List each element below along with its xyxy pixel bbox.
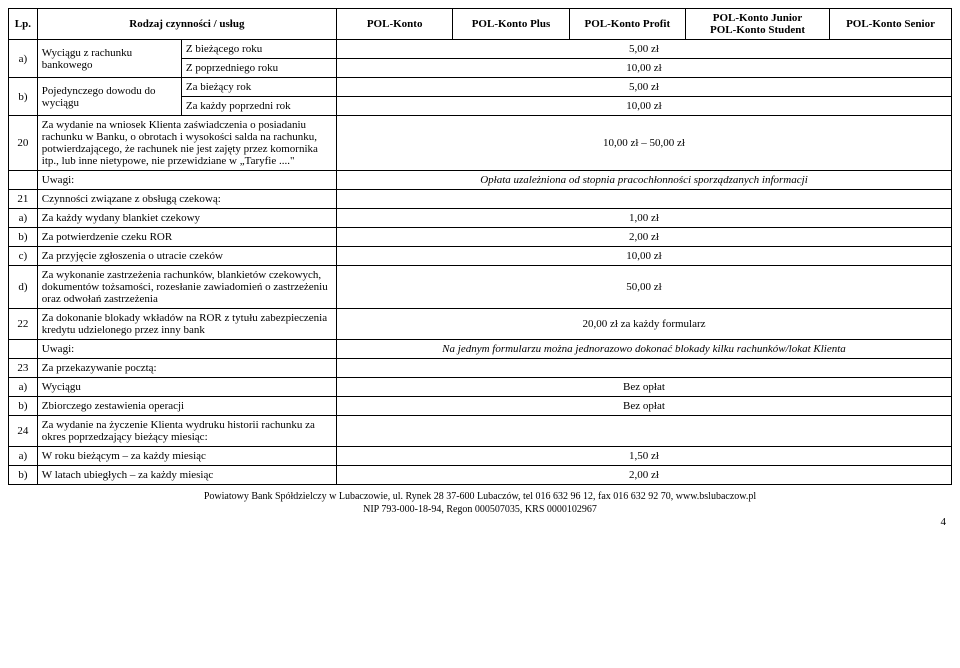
- lp-u2: [9, 340, 38, 359]
- h-k4: POL-Konto Junior POL-Konto Student: [686, 9, 830, 40]
- header-row: Lp. Rodzaj czynności / usług POL-Konto P…: [9, 9, 952, 40]
- footer-line2: NIP 793-000-18-94, Regon 000507035, KRS …: [363, 504, 597, 515]
- row-21d: d) Za wykonanie zastrzeżenia rachunków, …: [9, 266, 952, 309]
- val-u2: Na jednym formularzu można jednorazowo d…: [336, 340, 951, 359]
- sub-b1-1: Za bieżący rok: [181, 78, 336, 97]
- desc-a1: Wyciągu z rachunku bankowego: [37, 40, 181, 78]
- desc-24a: W roku bieżącym – za każdy miesiąc: [37, 447, 336, 466]
- h-k2: POL-Konto Plus: [453, 9, 569, 40]
- h-k5: POL-Konto Senior: [830, 9, 952, 40]
- val-u1: Opłata uzależniona od stopnia pracochłon…: [336, 171, 951, 190]
- footer: Powiatowy Bank Spółdzielczy w Lubaczowie…: [8, 491, 952, 516]
- desc-21d: Za wykonanie zastrzeżenia rachunków, bla…: [37, 266, 336, 309]
- lp-b1: b): [9, 78, 38, 116]
- desc-23: Za przekazywanie pocztą:: [37, 359, 336, 378]
- desc-21c: Za przyjęcie zgłoszenia o utracie czeków: [37, 247, 336, 266]
- row-21a: a) Za każdy wydany blankiet czekowy 1,00…: [9, 209, 952, 228]
- h-k3: POL-Konto Profit: [569, 9, 685, 40]
- sub-a1-1: Z bieżącego roku: [181, 40, 336, 59]
- lp-20: 20: [9, 116, 38, 171]
- val-21: [336, 190, 951, 209]
- desc-23a: Wyciągu: [37, 378, 336, 397]
- page-number: 4: [8, 516, 952, 528]
- val-23a: Bez opłat: [336, 378, 951, 397]
- lbl-u1: Uwagi:: [37, 171, 336, 190]
- row-21: 21 Czynności związane z obsługą czekową:: [9, 190, 952, 209]
- row-24: 24 Za wydanie na życzenie Klienta wydruk…: [9, 416, 952, 447]
- row-23: 23 Za przekazywanie pocztą:: [9, 359, 952, 378]
- lp-21: 21: [9, 190, 38, 209]
- h-lp: Lp.: [9, 9, 38, 40]
- lp-23b: b): [9, 397, 38, 416]
- lbl-u2: Uwagi:: [37, 340, 336, 359]
- row-uwagi-2: Uwagi: Na jednym formularzu można jednor…: [9, 340, 952, 359]
- footer-line1: Powiatowy Bank Spółdzielczy w Lubaczowie…: [204, 491, 756, 502]
- row-b1-1: b) Pojedynczego dowodu do wyciągu Za bie…: [9, 78, 952, 97]
- lp-a1: a): [9, 40, 38, 78]
- h-rodzaj: Rodzaj czynności / usług: [37, 9, 336, 40]
- h-k1: POL-Konto: [336, 9, 452, 40]
- desc-21: Czynności związane z obsługą czekową:: [37, 190, 336, 209]
- row-uwagi-1: Uwagi: Opłata uzależniona od stopnia pra…: [9, 171, 952, 190]
- val-b1-1: 5,00 zł: [336, 78, 951, 97]
- fees-table: Lp. Rodzaj czynności / usług POL-Konto P…: [8, 8, 952, 485]
- desc-21a: Za każdy wydany blankiet czekowy: [37, 209, 336, 228]
- row-a1-1: a) Wyciągu z rachunku bankowego Z bieżąc…: [9, 40, 952, 59]
- desc-b1: Pojedynczego dowodu do wyciągu: [37, 78, 181, 116]
- row-22: 22 Za dokonanie blokady wkładów na ROR z…: [9, 309, 952, 340]
- val-22: 20,00 zł za każdy formularz: [336, 309, 951, 340]
- lp-22: 22: [9, 309, 38, 340]
- row-24b: b) W latach ubiegłych – za każdy miesiąc…: [9, 466, 952, 485]
- val-24: [336, 416, 951, 447]
- val-a1-2: 10,00 zł: [336, 59, 951, 78]
- val-21c: 10,00 zł: [336, 247, 951, 266]
- lp-21a: a): [9, 209, 38, 228]
- lp-u1: [9, 171, 38, 190]
- val-24b: 2,00 zł: [336, 466, 951, 485]
- row-21c: c) Za przyjęcie zgłoszenia o utracie cze…: [9, 247, 952, 266]
- row-24a: a) W roku bieżącym – za każdy miesiąc 1,…: [9, 447, 952, 466]
- lp-24a: a): [9, 447, 38, 466]
- val-a1-1: 5,00 zł: [336, 40, 951, 59]
- val-23b: Bez opłat: [336, 397, 951, 416]
- desc-24: Za wydanie na życzenie Klienta wydruku h…: [37, 416, 336, 447]
- desc-22: Za dokonanie blokady wkładów na ROR z ty…: [37, 309, 336, 340]
- desc-21b: Za potwierdzenie czeku ROR: [37, 228, 336, 247]
- sub-a1-2: Z poprzedniego roku: [181, 59, 336, 78]
- val-b1-2: 10,00 zł: [336, 97, 951, 116]
- row-21b: b) Za potwierdzenie czeku ROR 2,00 zł: [9, 228, 952, 247]
- row-23a: a) Wyciągu Bez opłat: [9, 378, 952, 397]
- sub-b1-2: Za każdy poprzedni rok: [181, 97, 336, 116]
- lp-21b: b): [9, 228, 38, 247]
- lp-24b: b): [9, 466, 38, 485]
- val-24a: 1,50 zł: [336, 447, 951, 466]
- lp-21d: d): [9, 266, 38, 309]
- lp-23: 23: [9, 359, 38, 378]
- desc-23b: Zbiorczego zestawienia operacji: [37, 397, 336, 416]
- lp-21c: c): [9, 247, 38, 266]
- val-20: 10,00 zł – 50,00 zł: [336, 116, 951, 171]
- desc-20: Za wydanie na wniosek Klienta zaświadcze…: [37, 116, 336, 171]
- val-21a: 1,00 zł: [336, 209, 951, 228]
- lp-24: 24: [9, 416, 38, 447]
- row-20: 20 Za wydanie na wniosek Klienta zaświad…: [9, 116, 952, 171]
- val-23: [336, 359, 951, 378]
- val-21d: 50,00 zł: [336, 266, 951, 309]
- lp-23a: a): [9, 378, 38, 397]
- desc-24b: W latach ubiegłych – za każdy miesiąc: [37, 466, 336, 485]
- val-21b: 2,00 zł: [336, 228, 951, 247]
- row-23b: b) Zbiorczego zestawienia operacji Bez o…: [9, 397, 952, 416]
